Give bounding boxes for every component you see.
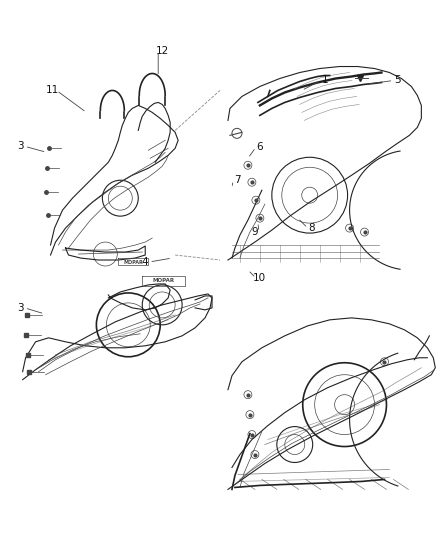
Text: 5: 5 [394, 76, 401, 85]
Text: 8: 8 [308, 223, 315, 233]
Text: 7: 7 [233, 175, 240, 185]
Text: 12: 12 [155, 45, 169, 55]
Text: 4: 4 [142, 257, 148, 267]
Text: 10: 10 [253, 273, 266, 283]
Text: MOPAR: MOPAR [152, 278, 174, 284]
Text: 3: 3 [18, 141, 24, 151]
Text: 9: 9 [251, 227, 258, 237]
Text: 1: 1 [321, 76, 328, 85]
Text: 6: 6 [257, 142, 263, 152]
Text: 11: 11 [46, 85, 59, 95]
Text: 3: 3 [18, 303, 24, 313]
Text: MOPAR: MOPAR [124, 260, 143, 264]
